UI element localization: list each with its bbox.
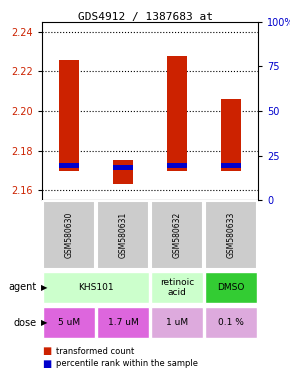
- Bar: [167, 164, 187, 168]
- Text: ▶: ▶: [41, 283, 47, 292]
- Text: dose: dose: [13, 318, 36, 328]
- Text: GDS4912 / 1387683_at: GDS4912 / 1387683_at: [77, 11, 213, 22]
- Text: 5 uM: 5 uM: [58, 318, 80, 327]
- Bar: [59, 60, 79, 171]
- Bar: [151, 307, 203, 338]
- Text: GSM580630: GSM580630: [64, 212, 73, 258]
- Text: percentile rank within the sample: percentile rank within the sample: [56, 359, 198, 369]
- Bar: [221, 164, 241, 168]
- Text: DMSO: DMSO: [217, 283, 245, 292]
- Bar: [221, 99, 241, 171]
- Text: KHS101: KHS101: [78, 283, 114, 292]
- Text: ■: ■: [42, 346, 51, 356]
- Bar: [151, 272, 203, 303]
- Bar: [167, 56, 187, 171]
- Text: retinoic
acid: retinoic acid: [160, 278, 194, 297]
- Text: GSM580633: GSM580633: [226, 212, 235, 258]
- Bar: [204, 201, 258, 268]
- Bar: [113, 166, 133, 170]
- Bar: [205, 307, 257, 338]
- Bar: [97, 201, 149, 268]
- Text: 1 uM: 1 uM: [166, 318, 188, 327]
- Bar: [43, 307, 95, 338]
- Bar: [43, 201, 95, 268]
- Text: 0.1 %: 0.1 %: [218, 318, 244, 327]
- Bar: [59, 164, 79, 168]
- Text: ■: ■: [42, 359, 51, 369]
- Bar: [151, 201, 204, 268]
- Bar: [205, 272, 257, 303]
- Bar: [97, 307, 149, 338]
- Text: GSM580632: GSM580632: [173, 212, 182, 258]
- Text: 1.7 uM: 1.7 uM: [108, 318, 138, 327]
- Text: transformed count: transformed count: [56, 346, 134, 356]
- Text: agent: agent: [8, 283, 36, 293]
- Bar: [43, 272, 149, 303]
- Text: GSM580631: GSM580631: [119, 212, 128, 258]
- Text: ▶: ▶: [41, 318, 47, 327]
- Bar: [113, 161, 133, 184]
